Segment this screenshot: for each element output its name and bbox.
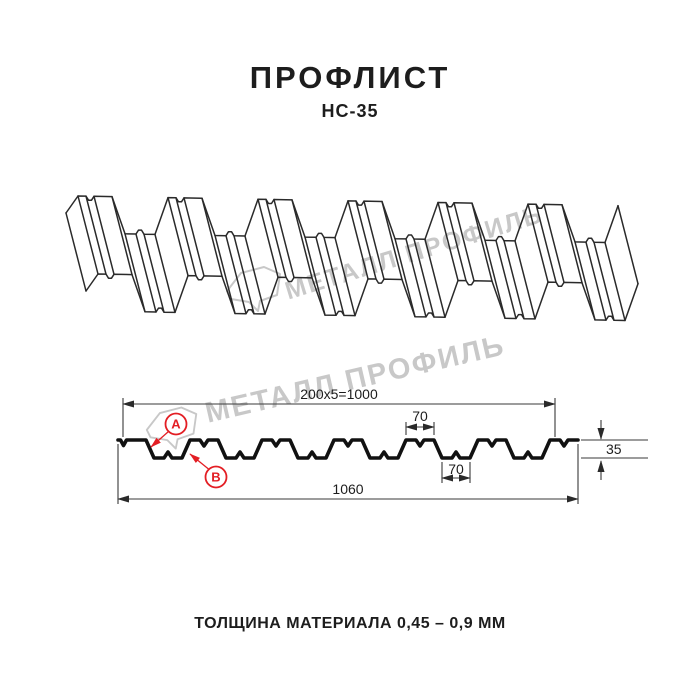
dim-coverage: 200x5=1000 [300,386,378,402]
page-title: ПРОФЛИСТ [249,60,451,95]
callout-a-letter: A [171,417,181,432]
dimension-lines [117,398,648,504]
dim-height: 35 [606,441,622,457]
dim-rib-top: 70 [412,408,428,424]
brand-logo-icon [226,266,281,312]
callout-b-letter: B [211,470,220,485]
sheet-3d-view [65,195,639,322]
cross-section-view [116,438,580,460]
product-code: НС-35 [321,101,379,121]
callout-a: A [150,412,188,448]
dim-rib-bottom: 70 [448,461,464,477]
callout-b: B [189,453,228,489]
dim-overall: 1060 [332,481,363,497]
footer-caption: ТОЛЩИНА МАТЕРИАЛА 0,45 – 0,9 ММ [194,615,506,632]
profile-outline [116,438,580,460]
dimension-labels: 200x5=1000 70 70 1060 35 [300,386,622,497]
